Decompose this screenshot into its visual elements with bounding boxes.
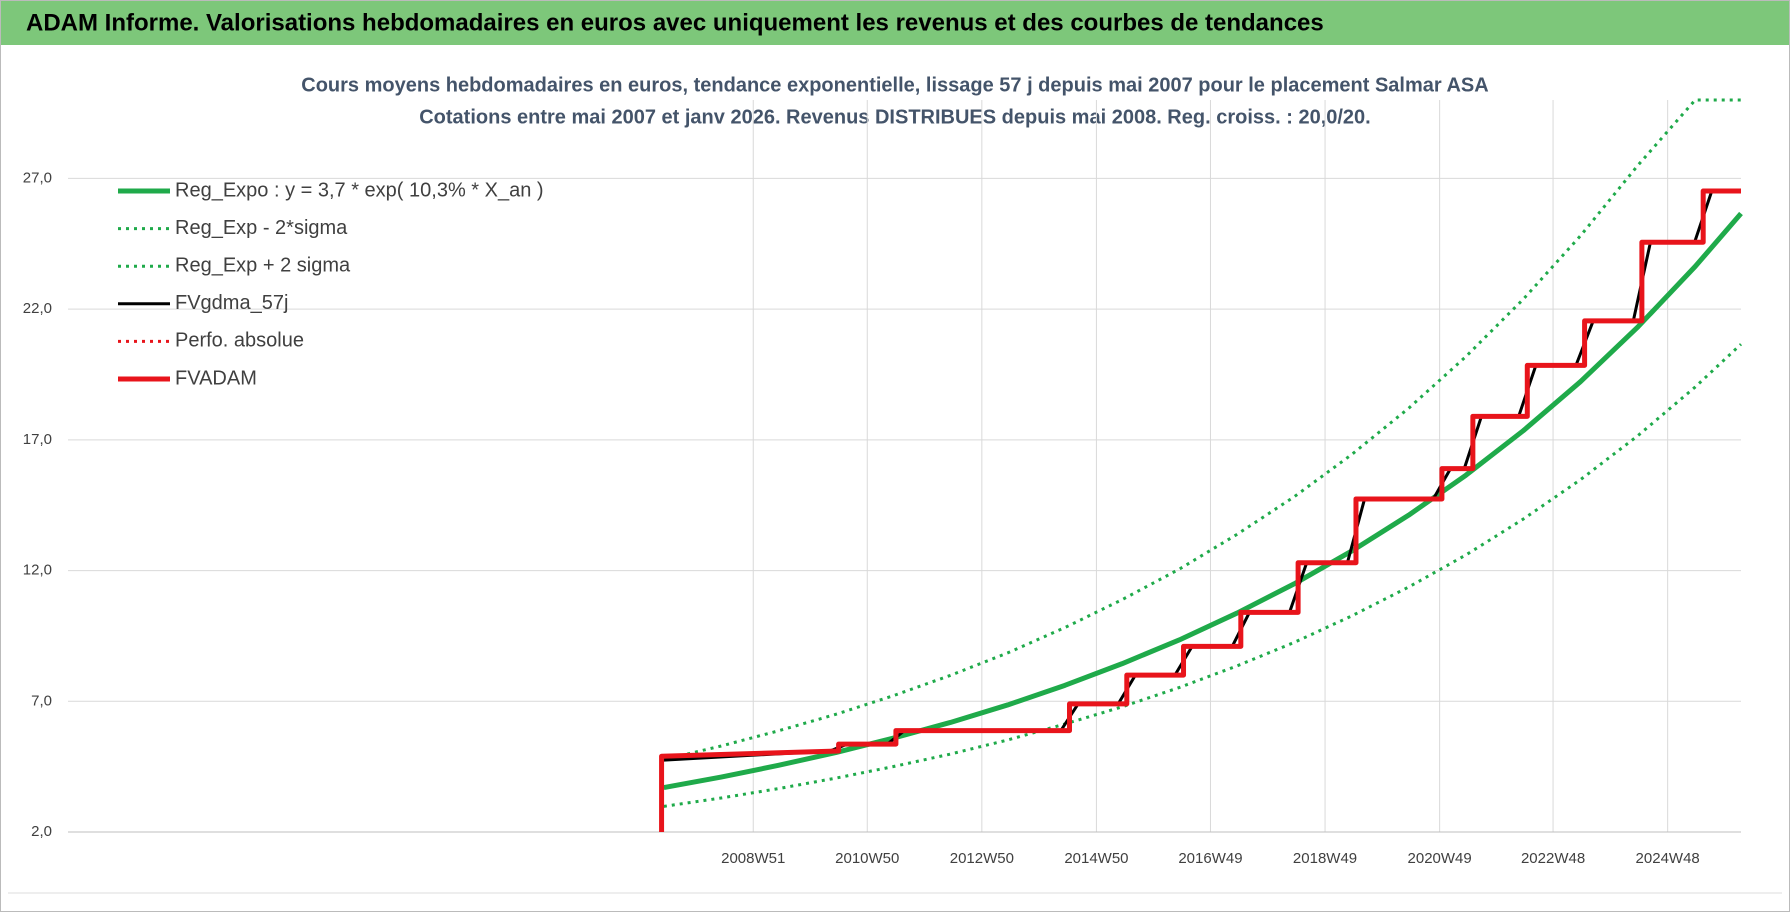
legend-label: FVgdma_57j (175, 292, 288, 314)
legend-label: Reg_Exp + 2 sigma (175, 254, 351, 276)
series-line (663, 343, 1743, 808)
x-tick-label: 2020W49 (1408, 850, 1472, 867)
x-tick-label: 2008W51 (721, 850, 785, 867)
chart-title: Cours moyens hebdomadaires en euros, ten… (301, 74, 1488, 96)
y-tick-label: 27,0 (23, 169, 52, 186)
series-line (659, 188, 1741, 832)
x-tick-label: 2022W48 (1521, 850, 1585, 867)
x-tick-label: 2010W50 (835, 850, 899, 867)
legend-label: FVADAM (175, 367, 257, 389)
series-line (663, 98, 1741, 762)
header-title: ADAM Informe. Valorisations hebdomadaire… (26, 9, 1324, 36)
x-tick-label: 2016W49 (1178, 850, 1242, 867)
y-tick-label: 2,0 (31, 823, 52, 840)
chart-subtitle: Cotations entre mai 2007 et janv 2026. R… (419, 106, 1371, 128)
header-bar (1, 1, 1789, 45)
y-tick-label: 12,0 (23, 562, 52, 579)
x-tick-label: 2018W49 (1293, 850, 1357, 867)
y-tick-label: 7,0 (31, 692, 52, 709)
plot-area (659, 98, 1743, 832)
x-tick-label: 2014W50 (1064, 850, 1128, 867)
y-tick-label: 17,0 (23, 431, 52, 448)
x-tick-label: 2012W50 (950, 850, 1014, 867)
x-tick-label: 2024W48 (1636, 850, 1700, 867)
legend-label: Reg_Expo : y = 3,7 * exp( 10,3% * X_an ) (175, 179, 544, 201)
legend-label: Perfo. absolue (175, 330, 304, 352)
y-tick-label: 22,0 (23, 300, 52, 317)
legend-label: Reg_Exp - 2*sigma (175, 217, 348, 239)
series-line (663, 211, 1743, 791)
